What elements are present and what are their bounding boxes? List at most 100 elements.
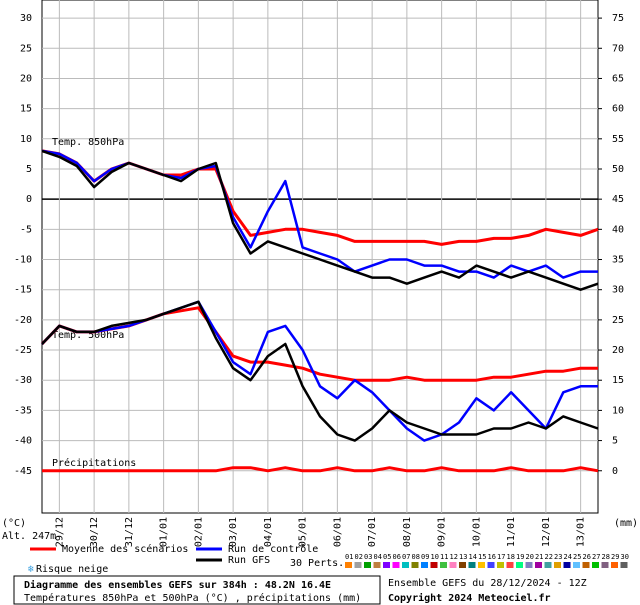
y-tick-label: 25 [20, 43, 32, 54]
legend-label: Run GFS [228, 555, 270, 566]
pert-swatch [430, 562, 438, 568]
y2-tick-label: 30 [612, 285, 624, 296]
legend-label: Run de contrôle [228, 543, 318, 555]
pert-number: 02 [355, 553, 363, 561]
y2-tick-label: 5 [612, 436, 618, 447]
pert-number: 23 [554, 553, 562, 561]
pert-number: 28 [602, 553, 610, 561]
x-tick-label: 13/01 [576, 517, 587, 547]
annotation: Temp. 850hPa [52, 137, 124, 148]
pert-swatch [544, 562, 552, 568]
y-tick-label: -35 [14, 405, 32, 416]
pert-swatch [345, 562, 352, 568]
pert-swatch [468, 562, 476, 568]
pert-number: 05 [383, 553, 391, 561]
y2-tick-label: 60 [612, 104, 624, 115]
series-label: Précipitations [52, 457, 136, 469]
pert-swatch [611, 562, 618, 568]
snow-label: Risque neige [36, 564, 108, 575]
pert-swatch [402, 562, 409, 568]
pert-swatch [449, 562, 457, 568]
pert-swatch [582, 562, 590, 568]
y-tick-label: 10 [20, 134, 32, 145]
y-tick-label: 30 [20, 13, 32, 24]
x-tick-label: 04/01 [263, 517, 274, 547]
pert-number: 10 [431, 553, 439, 561]
pert-swatch [620, 562, 628, 568]
pert-number: 12 [450, 553, 458, 561]
pert-swatch [373, 562, 381, 568]
series-line [41, 300, 598, 442]
pert-swatch [354, 562, 362, 568]
pert-swatch [601, 562, 609, 568]
x-tick-label: 10/01 [471, 517, 482, 547]
pert-swatch [383, 562, 390, 568]
pert-number: 08 [412, 553, 420, 561]
x-tick-label: 31/12 [124, 517, 135, 547]
y-tick-label: -30 [14, 375, 32, 386]
pert-number: 01 [345, 553, 353, 561]
y2-tick-label: 45 [612, 194, 624, 205]
pert-swatch [506, 562, 514, 568]
footer-title: Diagramme des ensembles GEFS sur 384h : … [24, 579, 331, 591]
footer-subtitle: Températures 850hPa et 500hPa (°C) , pré… [24, 592, 361, 604]
pert-swatch [392, 562, 400, 568]
pert-swatch [573, 562, 580, 568]
y-tick-label: -25 [14, 345, 32, 356]
x-tick-label: 08/01 [402, 517, 413, 547]
pert-number: 15 [478, 553, 486, 561]
y2-tick-label: 15 [612, 375, 624, 386]
series-line [42, 466, 599, 473]
y2-tick-label: 25 [612, 315, 624, 326]
snow-icon: ❄ [28, 564, 35, 575]
x-tick-label: 07/01 [367, 517, 378, 547]
y2-tick-label: 0 [612, 466, 618, 477]
y-tick-label: 20 [20, 73, 32, 84]
pert-number: 06 [393, 553, 401, 561]
run-label: Ensemble GEFS du 28/12/2024 - 12Z [388, 578, 587, 589]
pert-number: 17 [497, 553, 505, 561]
pert-number: 19 [516, 553, 524, 561]
y2-tick-label: 10 [612, 405, 624, 416]
pert-number: 18 [507, 553, 515, 561]
x-tick-label: 30/12 [89, 517, 100, 547]
perts-label: 30 Perts. [290, 558, 344, 569]
series-line [41, 149, 599, 291]
x-tick-label: 01/01 [159, 517, 170, 547]
pert-swatch [411, 562, 419, 568]
pert-swatch [487, 562, 495, 568]
y2-tick-label: 65 [612, 73, 624, 84]
pert-swatch [592, 562, 599, 568]
x-tick-label: 05/01 [298, 517, 309, 547]
pert-number: 04 [374, 553, 382, 561]
pert-number: 26 [583, 553, 591, 561]
pert-number: 16 [488, 553, 496, 561]
annotation: Temp. 500hPa [52, 330, 124, 341]
altitude: Alt. 247m [2, 531, 56, 542]
y2-tick-label: 50 [612, 164, 624, 175]
x-tick-label: 12/01 [541, 517, 552, 547]
y2-tick-label: 35 [612, 255, 624, 266]
y-tick-label: -40 [14, 436, 32, 447]
pert-swatch [554, 562, 561, 568]
pert-swatch [364, 562, 371, 568]
pert-swatch [525, 562, 533, 568]
x-tick-label: 11/01 [506, 517, 517, 547]
pert-number: 27 [592, 553, 600, 561]
pert-swatch [516, 562, 523, 568]
x-tick-label: 02/01 [193, 517, 204, 547]
y-tick-label: -20 [14, 315, 32, 326]
legend-label: Moyenne des scénarios [62, 543, 188, 555]
pert-swatch [459, 562, 466, 568]
y2-tick-label: 55 [612, 134, 624, 145]
pert-number: 25 [573, 553, 581, 561]
y-axis-label: (°C) [2, 518, 26, 529]
x-tick-label: 29/12 [54, 517, 65, 547]
y-tick-label: -15 [14, 285, 32, 296]
pert-number: 14 [469, 553, 477, 561]
y-tick-label: 15 [20, 104, 32, 115]
pert-number: 07 [402, 553, 410, 561]
y-tick-label: -5 [20, 224, 32, 235]
footer-box [13, 575, 381, 605]
